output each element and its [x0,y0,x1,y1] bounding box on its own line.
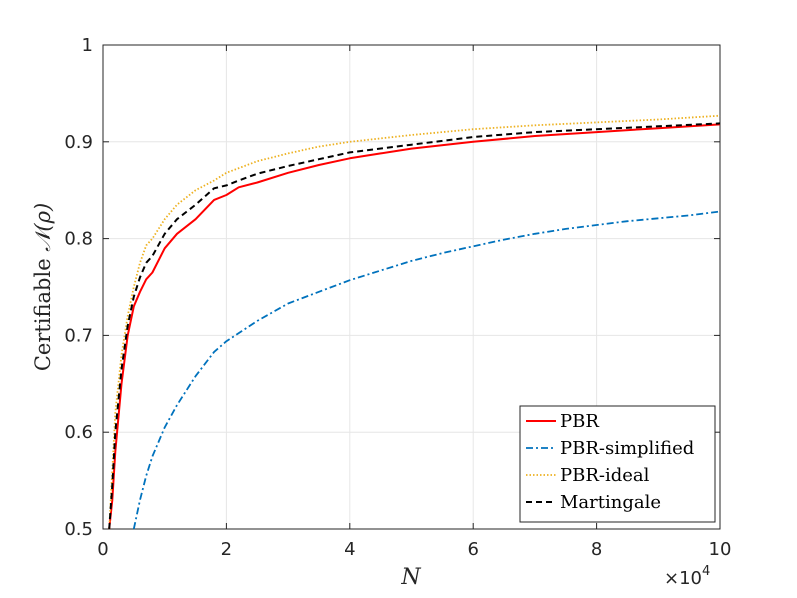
y-tick-label: 0.5 [64,519,93,540]
y-tick-label: 0.9 [64,132,93,153]
axis-ticks: 0 2 4 6 8 10 0.5 0.6 0.7 0.8 0.9 1 [64,35,731,560]
legend-label-martingale: Martingale [560,492,661,513]
legend-box [519,405,716,523]
series-line-pbr-ideal [108,114,721,530]
legend: PBR PBR-simplified PBR-ideal Martingale [519,405,716,523]
x-axis-multiplier-exponent: 4 [702,564,710,579]
x-axis-label: N [400,565,421,590]
y-tick-label: 0.8 [64,229,93,250]
x-tick-label: 6 [467,539,478,560]
series-line-pbr [108,123,721,530]
x-axis-multiplier-base: ×10 [664,568,702,589]
y-axis-label-math: 𝒩(ρ) [31,203,55,252]
x-axis-multiplier: ×104 [664,564,710,589]
legend-label-pbr-simplified: PBR-simplified [560,438,694,459]
series-line-martingale [108,122,721,530]
series-line-pbr-simplified [132,210,721,530]
y-tick-label: 1 [82,35,93,56]
y-tick-label: 0.7 [64,325,93,346]
x-tick-label: 0 [97,539,108,560]
plot-area [102,44,721,530]
grid [102,44,721,530]
x-tick-label: 2 [221,539,232,560]
legend-label-pbr-ideal: PBR-ideal [560,465,650,486]
y-tick-label: 0.6 [64,422,93,443]
x-tick-label: 8 [591,539,602,560]
legend-label-pbr: PBR [560,411,599,432]
series-lines [108,114,721,530]
y-axis-label-text: Certifiable [31,252,55,371]
x-tick-label: 4 [344,539,355,560]
x-tick-label: 10 [709,539,732,560]
y-axis-label: Certifiable 𝒩(ρ) [31,203,55,371]
